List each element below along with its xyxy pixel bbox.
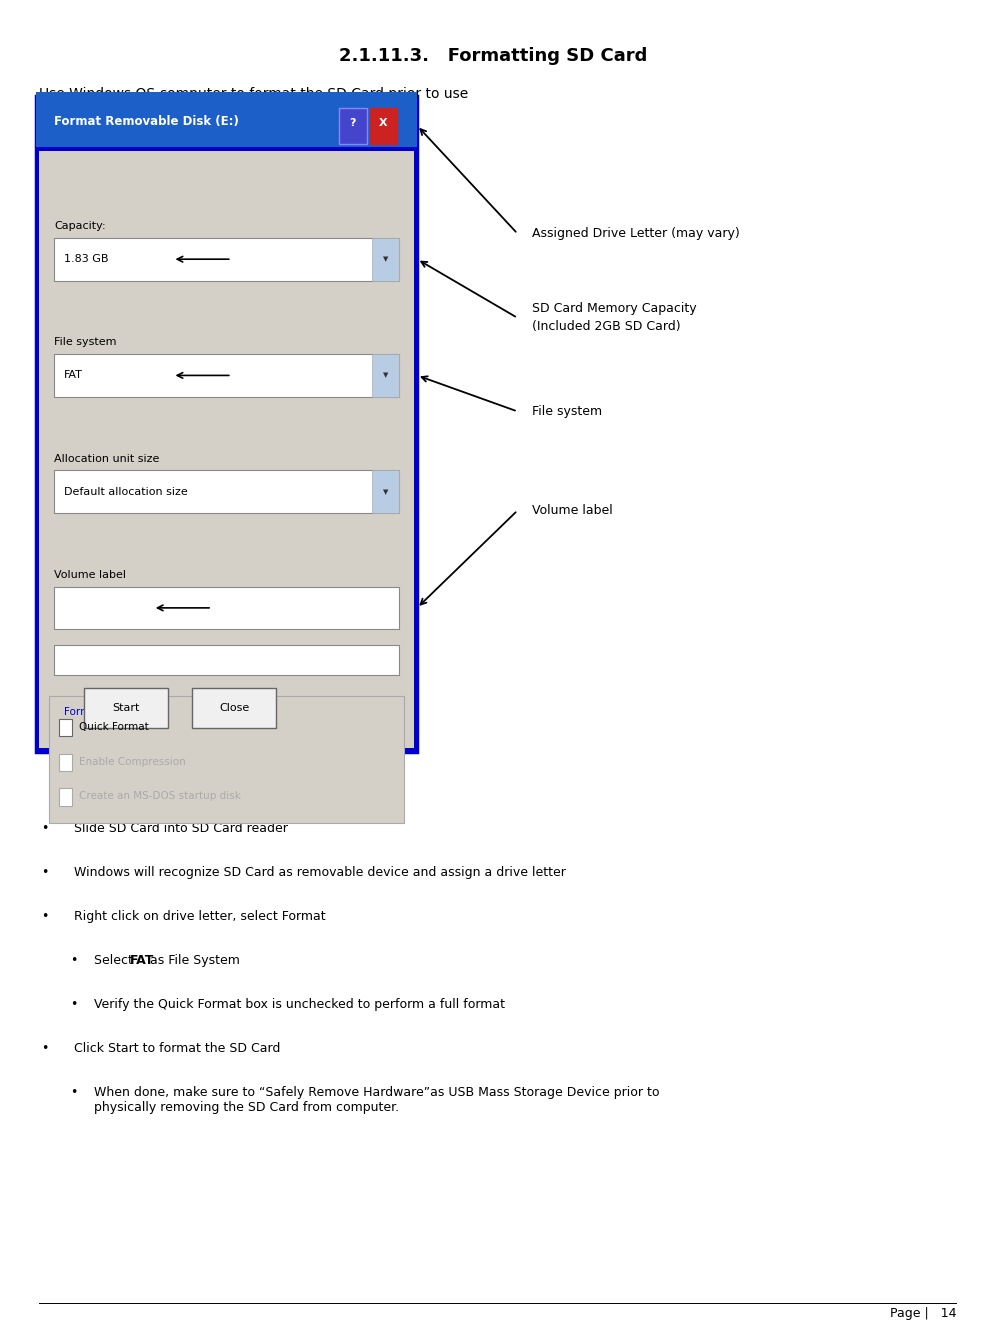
Text: •: • [40, 866, 48, 879]
Text: Format Removable Disk (E:): Format Removable Disk (E:) [54, 115, 239, 128]
Text: •: • [70, 1086, 78, 1100]
Text: X: X [380, 118, 387, 128]
Text: File system: File system [532, 405, 602, 418]
FancyBboxPatch shape [372, 354, 399, 397]
Text: Select: Select [94, 954, 136, 967]
FancyBboxPatch shape [59, 788, 72, 806]
Text: ▼: ▼ [383, 489, 388, 494]
Text: Allocation unit size: Allocation unit size [54, 454, 160, 464]
FancyBboxPatch shape [339, 108, 367, 144]
Text: ?: ? [350, 118, 356, 128]
Text: File system: File system [54, 338, 116, 347]
Text: Assigned Drive Letter (may vary): Assigned Drive Letter (may vary) [532, 227, 740, 240]
Text: ▼: ▼ [383, 257, 388, 262]
Text: Start: Start [112, 703, 139, 713]
Text: Figure 7: SD Card Formatting: Figure 7: SD Card Formatting [129, 772, 324, 786]
Text: Format options: Format options [64, 707, 143, 716]
Text: Verify the Quick Format box is unchecked to perform a full format: Verify the Quick Format box is unchecked… [94, 998, 505, 1011]
FancyBboxPatch shape [372, 470, 399, 513]
Text: Right click on drive letter, select Format: Right click on drive letter, select Form… [74, 910, 325, 923]
Text: Enable Compression: Enable Compression [79, 756, 185, 767]
Text: as File System: as File System [146, 954, 240, 967]
Text: FAT: FAT [130, 954, 155, 967]
Text: •: • [40, 910, 48, 923]
FancyBboxPatch shape [54, 470, 399, 513]
Text: •: • [70, 954, 78, 967]
Text: Volume label: Volume label [532, 504, 613, 517]
FancyBboxPatch shape [192, 688, 276, 728]
Text: ▼: ▼ [383, 373, 388, 378]
FancyBboxPatch shape [36, 92, 417, 147]
Text: •: • [70, 998, 78, 1011]
FancyBboxPatch shape [54, 587, 399, 629]
Text: Volume label: Volume label [54, 570, 126, 580]
FancyBboxPatch shape [54, 354, 399, 397]
Text: When done, make sure to “Safely Remove Hardware”as USB Mass Storage Device prior: When done, make sure to “Safely Remove H… [94, 1086, 660, 1114]
FancyBboxPatch shape [84, 688, 168, 728]
Text: Click Start to format the SD Card: Click Start to format the SD Card [74, 1042, 280, 1055]
FancyBboxPatch shape [370, 108, 397, 144]
FancyBboxPatch shape [372, 238, 399, 281]
FancyBboxPatch shape [54, 645, 399, 675]
Text: Create an MS-DOS startup disk: Create an MS-DOS startup disk [79, 791, 241, 802]
FancyBboxPatch shape [54, 238, 399, 281]
Text: Page |   14: Page | 14 [890, 1307, 956, 1320]
Text: Use Windows OS computer to format the SD Card prior to use: Use Windows OS computer to format the SD… [39, 87, 468, 100]
Text: SD Card Memory Capacity
(Included 2GB SD Card): SD Card Memory Capacity (Included 2GB SD… [532, 302, 697, 334]
FancyBboxPatch shape [39, 151, 414, 748]
Text: Capacity:: Capacity: [54, 222, 106, 231]
Text: 2.1.11.3.   Formatting SD Card: 2.1.11.3. Formatting SD Card [339, 47, 647, 64]
Text: FAT: FAT [64, 370, 83, 381]
Text: Quick Format: Quick Format [79, 721, 149, 732]
Text: •: • [40, 822, 48, 835]
Text: •: • [40, 1042, 48, 1055]
FancyBboxPatch shape [59, 719, 72, 736]
Text: Slide SD Card into SD Card reader: Slide SD Card into SD Card reader [74, 822, 288, 835]
Text: 1.83 GB: 1.83 GB [64, 254, 108, 265]
FancyBboxPatch shape [59, 754, 72, 771]
Text: Windows will recognize SD Card as removable device and assign a drive letter: Windows will recognize SD Card as remova… [74, 866, 566, 879]
FancyBboxPatch shape [49, 696, 404, 823]
Text: Close: Close [219, 703, 249, 713]
FancyBboxPatch shape [36, 96, 417, 752]
Text: Default allocation size: Default allocation size [64, 486, 188, 497]
